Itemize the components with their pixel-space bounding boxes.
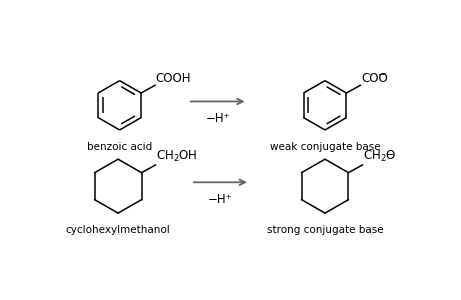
Text: strong conjugate base: strong conjugate base bbox=[266, 225, 383, 236]
Text: −H⁺: −H⁺ bbox=[205, 112, 230, 125]
Text: COO: COO bbox=[361, 71, 388, 85]
Text: −: − bbox=[386, 150, 395, 160]
Text: cyclohexylmethanol: cyclohexylmethanol bbox=[66, 225, 171, 236]
Text: CH$_2$O: CH$_2$O bbox=[363, 149, 396, 164]
Text: benzoic acid: benzoic acid bbox=[87, 142, 152, 152]
Text: CH$_2$OH: CH$_2$OH bbox=[156, 149, 198, 164]
Text: −: − bbox=[378, 70, 386, 80]
Text: COOH: COOH bbox=[156, 71, 191, 85]
Text: −H⁺: −H⁺ bbox=[208, 193, 233, 206]
Text: weak conjugate base: weak conjugate base bbox=[270, 142, 380, 152]
